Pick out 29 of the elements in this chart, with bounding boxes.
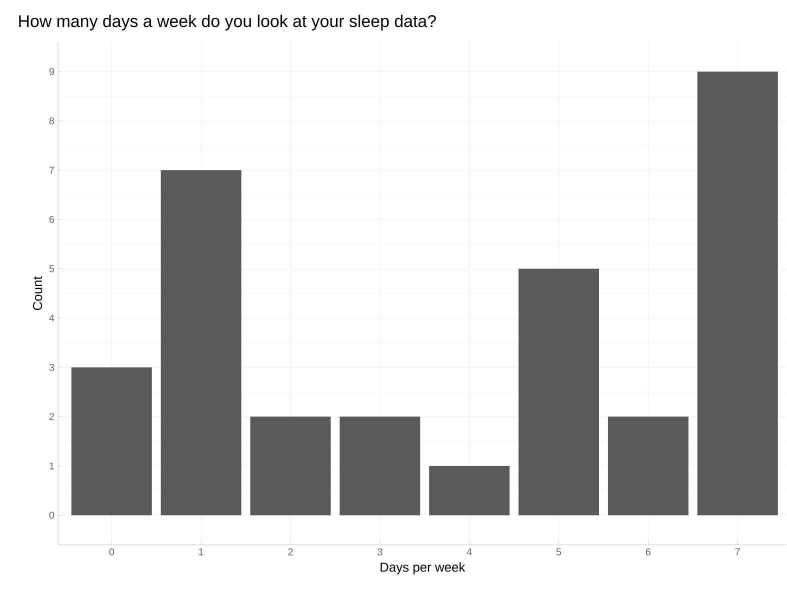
bar xyxy=(160,170,242,516)
x-axis-title: Days per week xyxy=(380,562,466,574)
bar xyxy=(518,268,600,516)
y-tick-label: 6 xyxy=(49,216,54,224)
x-tick-label: 0 xyxy=(109,548,114,556)
x-tick-label: 1 xyxy=(199,548,204,556)
y-tick-label: 5 xyxy=(49,265,54,272)
y-tick-label: 9 xyxy=(49,68,54,76)
bar xyxy=(697,72,778,516)
bar xyxy=(340,416,420,516)
y-tick-label: 7 xyxy=(49,166,54,174)
y-tick-label: 1 xyxy=(50,462,54,470)
bar xyxy=(608,416,688,516)
x-tick-label: 5 xyxy=(556,548,562,556)
chart-title: How many days a week do you look at your sleep data? xyxy=(19,14,436,31)
x-tick-label: 3 xyxy=(378,548,382,556)
bar xyxy=(71,367,152,516)
y-tick-label: 3 xyxy=(49,364,54,371)
y-tick-label: 8 xyxy=(49,117,54,124)
y-axis-title: Count xyxy=(32,276,42,310)
bar xyxy=(429,466,510,516)
x-tick-label: 2 xyxy=(288,548,293,556)
x-tick-label: 4 xyxy=(466,548,472,556)
y-tick-label: 2 xyxy=(49,413,54,420)
y-tick-label: 0 xyxy=(49,512,54,519)
x-tick-label: 6 xyxy=(646,548,651,556)
y-tick-label: 4 xyxy=(49,314,54,322)
x-tick-label: 7 xyxy=(735,548,740,556)
bar xyxy=(250,416,331,516)
